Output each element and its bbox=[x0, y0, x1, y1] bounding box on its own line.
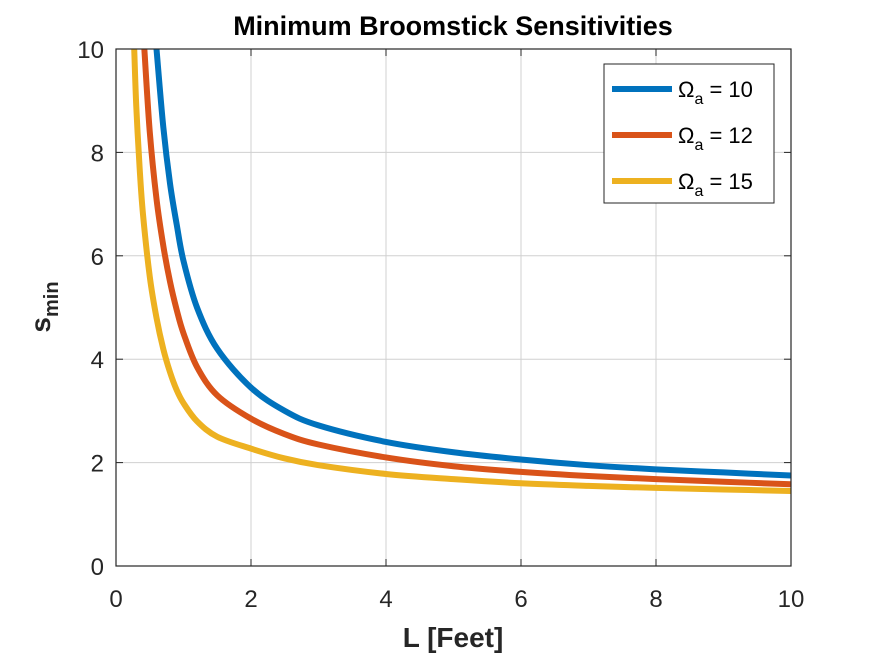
series-line-1 bbox=[153, 48, 792, 479]
legend-label-1: Ωa = 10 bbox=[678, 77, 753, 108]
y-tick-label: 10 bbox=[77, 37, 104, 64]
y-axis-label-sub: min bbox=[41, 281, 63, 317]
x-tick-label: 10 bbox=[778, 586, 805, 613]
y-tick-label: 8 bbox=[91, 140, 104, 167]
x-tick-label: 2 bbox=[244, 586, 257, 613]
x-tick-label: 0 bbox=[109, 586, 122, 613]
y-tick-label: 6 bbox=[91, 244, 104, 271]
plot-area-border bbox=[115, 48, 792, 567]
chart-title: Minimum Broomstick Sensitivities bbox=[233, 11, 673, 41]
y-axis-label-main: s bbox=[25, 317, 56, 333]
x-tick-label: 4 bbox=[379, 586, 392, 613]
y-tick-label: 4 bbox=[91, 347, 104, 374]
x-axis-label: L [Feet] bbox=[403, 622, 504, 653]
axis-ticks: 0 2 4 6 8 10 0 2 4 6 8 10 bbox=[77, 37, 804, 613]
series-line-2 bbox=[141, 48, 792, 488]
legend-label-3: Ωa = 15 bbox=[678, 169, 753, 200]
legend-label-2: Ωa = 12 bbox=[678, 123, 753, 154]
legend: Ωa = 10 Ωa = 12 Ωa = 15 bbox=[603, 63, 775, 204]
y-axis-label: smin bbox=[25, 281, 63, 332]
series-lines bbox=[131, 48, 792, 495]
x-tick-label: 6 bbox=[514, 586, 527, 613]
series-line-3 bbox=[131, 48, 792, 495]
y-tick-label: 0 bbox=[91, 554, 104, 581]
y-tick-label: 2 bbox=[91, 451, 104, 478]
x-tick-label: 8 bbox=[649, 586, 662, 613]
